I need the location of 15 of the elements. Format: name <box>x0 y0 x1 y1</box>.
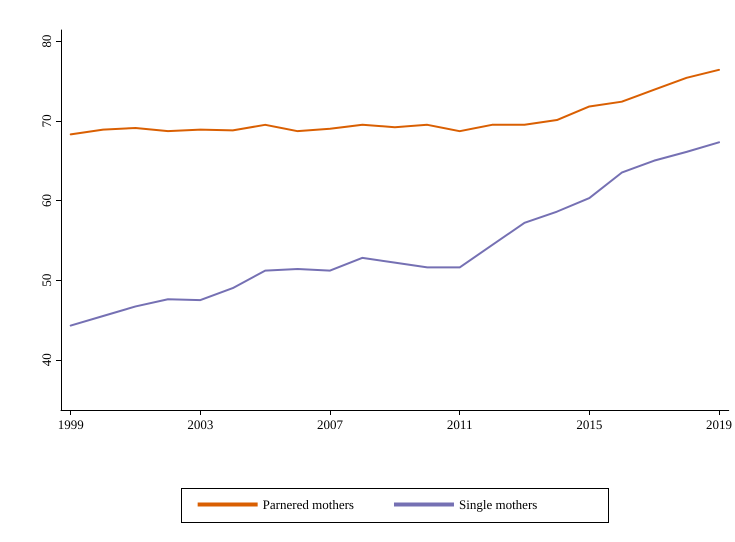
x-tick-label: 2003 <box>187 417 214 432</box>
line-series <box>70 141 720 327</box>
y-tick-label: 60 <box>39 194 54 207</box>
x-tick-label: 2007 <box>317 417 344 432</box>
line-series <box>70 68 720 136</box>
x-tick-label: 2015 <box>576 417 602 432</box>
x-tick-label: 2019 <box>706 417 732 432</box>
y-tick-label: 40 <box>39 353 54 366</box>
legend-label: Single mothers <box>458 497 538 512</box>
y-tick-label: 80 <box>39 34 54 48</box>
y-tick-label: 50 <box>39 274 54 287</box>
x-tick-label: 2011 <box>446 417 472 432</box>
legend-label: Parnered mothers <box>262 497 354 512</box>
x-tick-label: 1999 <box>58 417 84 432</box>
y-tick-label: 70 <box>39 114 54 128</box>
